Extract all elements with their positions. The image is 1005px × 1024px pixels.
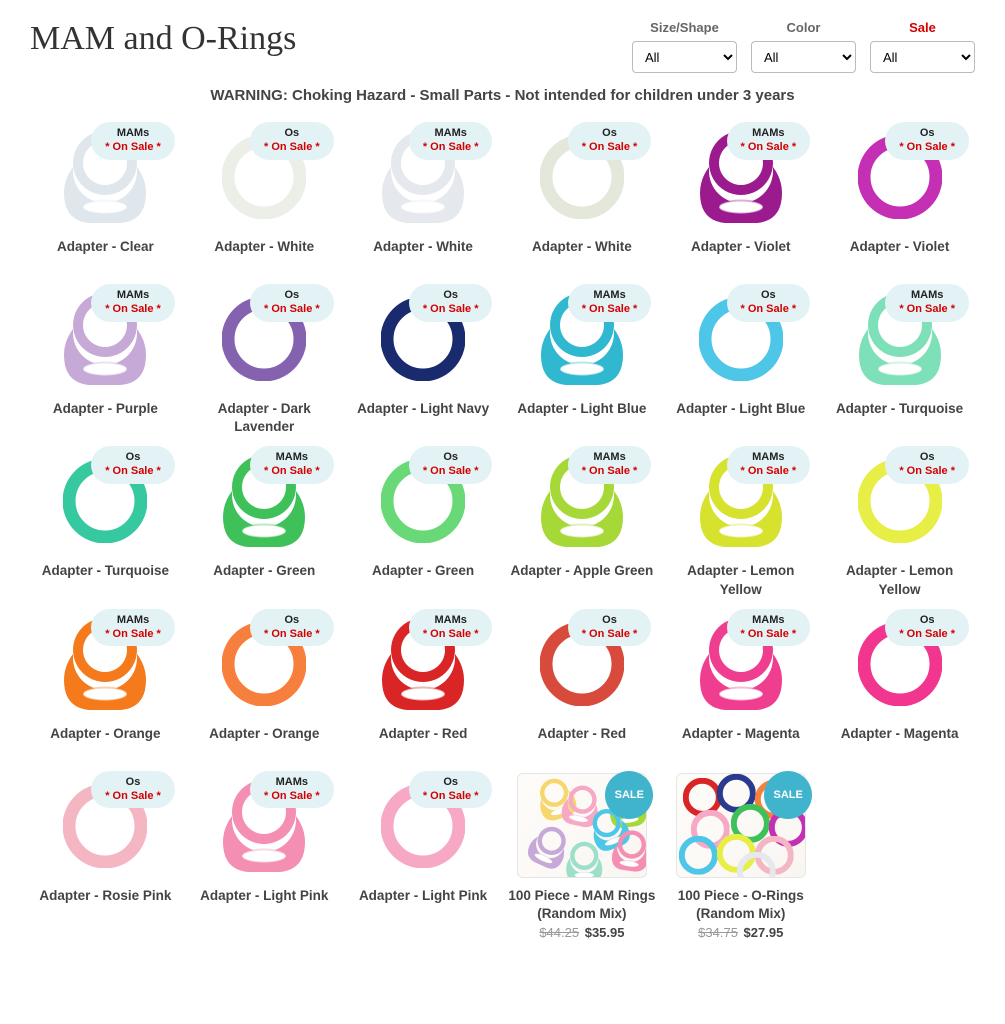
filter-select-color[interactable]: All bbox=[751, 41, 856, 73]
product-card[interactable]: Os* On Sale * Adapter - Violet bbox=[824, 120, 975, 274]
product-card[interactable]: MAMs* On Sale * Adapter - Clear bbox=[30, 120, 181, 274]
sale-badge: MAMs* On Sale * bbox=[250, 446, 334, 484]
warning-text: WARNING: Choking Hazard - Small Parts - … bbox=[30, 87, 975, 104]
product-name: Adapter - White bbox=[506, 238, 657, 274]
sale-badge: Os* On Sale * bbox=[409, 771, 493, 809]
product-card[interactable]: Os* On Sale * Adapter - Magenta bbox=[824, 607, 975, 761]
product-name: Adapter - Lemon Yellow bbox=[665, 562, 816, 598]
sale-badge: Os* On Sale * bbox=[885, 446, 969, 484]
product-price: $44.25 $35.95 bbox=[506, 925, 657, 940]
sale-badge: Os* On Sale * bbox=[568, 122, 652, 160]
product-name: Adapter - Red bbox=[506, 725, 657, 761]
sale-badge: MAMs* On Sale * bbox=[568, 284, 652, 322]
product-name: Adapter - Magenta bbox=[665, 725, 816, 761]
product-grid: MAMs* On Sale *Adapter - ClearOs* On Sal… bbox=[30, 120, 975, 940]
product-card[interactable]: MAMs* On Sale * Adapter - Orange bbox=[30, 607, 181, 761]
product-card[interactable]: Os* On Sale * Adapter - White bbox=[506, 120, 657, 274]
product-card[interactable]: Os* On Sale * Adapter - Light Blue bbox=[665, 282, 816, 436]
sale-badge: Os* On Sale * bbox=[250, 122, 334, 160]
product-name: Adapter - Light Blue bbox=[506, 400, 657, 436]
product-name: Adapter - Clear bbox=[30, 238, 181, 274]
product-name: Adapter - Magenta bbox=[824, 725, 975, 761]
sale-badge: Os* On Sale * bbox=[568, 609, 652, 647]
sale-badge: MAMs* On Sale * bbox=[409, 122, 493, 160]
product-card[interactable]: Os* On Sale * Adapter - Turquoise bbox=[30, 444, 181, 598]
filter-label-sale: Sale bbox=[909, 20, 936, 35]
product-name: Adapter - Light Pink bbox=[189, 887, 340, 923]
sale-badge: Os* On Sale * bbox=[885, 609, 969, 647]
product-card[interactable]: Os* On Sale * Adapter - Orange bbox=[189, 607, 340, 761]
product-card[interactable]: MAMs* On Sale * Adapter - White bbox=[348, 120, 499, 274]
product-card[interactable]: MAMs* On Sale * Adapter - Light Blue bbox=[506, 282, 657, 436]
product-name: Adapter - Green bbox=[348, 562, 499, 598]
filter-bar: Size/Shape All Color All Sale All bbox=[632, 20, 975, 73]
sale-badge: MAMs* On Sale * bbox=[91, 284, 175, 322]
sale-badge: MAMs* On Sale * bbox=[91, 609, 175, 647]
product-card[interactable]: MAMs* On Sale * Adapter - Purple bbox=[30, 282, 181, 436]
sale-badge: MAMs* On Sale * bbox=[409, 609, 493, 647]
product-name: Adapter - Orange bbox=[30, 725, 181, 761]
product-card[interactable]: Os* On Sale * Adapter - Lemon Yellow bbox=[824, 444, 975, 598]
product-name: Adapter - Rosie Pink bbox=[30, 887, 181, 923]
product-name: Adapter - Light Navy bbox=[348, 400, 499, 436]
product-name: Adapter - Orange bbox=[189, 725, 340, 761]
product-card[interactable]: MAMs* On Sale * Adapter - Apple Green bbox=[506, 444, 657, 598]
product-name: Adapter - Apple Green bbox=[506, 562, 657, 598]
sale-badge: Os* On Sale * bbox=[91, 446, 175, 484]
sale-round-badge: SALE bbox=[764, 771, 812, 819]
sale-badge: MAMs* On Sale * bbox=[727, 122, 811, 160]
filter-label-color: Color bbox=[787, 20, 821, 35]
product-card[interactable]: SALE 100 Piece - MAM Rings (Random Mix) $4… bbox=[506, 769, 657, 940]
product-card[interactable]: Os* On Sale * Adapter - Light Pink bbox=[348, 769, 499, 940]
product-card[interactable]: MAMs* On Sale * Adapter - Violet bbox=[665, 120, 816, 274]
sale-badge: MAMs* On Sale * bbox=[250, 771, 334, 809]
sale-badge: MAMs* On Sale * bbox=[91, 122, 175, 160]
product-name: Adapter - Red bbox=[348, 725, 499, 761]
product-name: 100 Piece - MAM Rings (Random Mix) bbox=[506, 887, 657, 923]
product-price: $34.75 $27.95 bbox=[665, 925, 816, 940]
product-name: Adapter - Purple bbox=[30, 400, 181, 436]
product-card[interactable]: MAMs* On Sale * Adapter - Red bbox=[348, 607, 499, 761]
product-card[interactable]: MAMs* On Sale * Adapter - Magenta bbox=[665, 607, 816, 761]
filter-select-sizeshape[interactable]: All bbox=[632, 41, 737, 73]
product-name: Adapter - White bbox=[348, 238, 499, 274]
product-name: Adapter - Violet bbox=[824, 238, 975, 274]
product-card[interactable]: MAMs* On Sale * Adapter - Light Pink bbox=[189, 769, 340, 940]
product-name: Adapter - Dark Lavender bbox=[189, 400, 340, 436]
product-card[interactable]: MAMs* On Sale * Adapter - Green bbox=[189, 444, 340, 598]
sale-badge: Os* On Sale * bbox=[91, 771, 175, 809]
sale-badge: Os* On Sale * bbox=[250, 284, 334, 322]
sale-badge: MAMs* On Sale * bbox=[568, 446, 652, 484]
product-card[interactable]: Os* On Sale * Adapter - White bbox=[189, 120, 340, 274]
filter-select-sale[interactable]: All bbox=[870, 41, 975, 73]
product-name: Adapter - Light Blue bbox=[665, 400, 816, 436]
product-card[interactable]: SALE 100 Piece - O-Rings (Random Mix) $34.… bbox=[665, 769, 816, 940]
sale-badge: Os* On Sale * bbox=[250, 609, 334, 647]
sale-badge: Os* On Sale * bbox=[727, 284, 811, 322]
product-name: Adapter - Turquoise bbox=[824, 400, 975, 436]
sale-badge: Os* On Sale * bbox=[409, 284, 493, 322]
product-name: Adapter - White bbox=[189, 238, 340, 274]
product-name: 100 Piece - O-Rings (Random Mix) bbox=[665, 887, 816, 923]
product-card[interactable]: Os* On Sale * Adapter - Rosie Pink bbox=[30, 769, 181, 940]
product-card[interactable]: MAMs* On Sale * Adapter - Lemon Yellow bbox=[665, 444, 816, 598]
sale-badge: Os* On Sale * bbox=[409, 446, 493, 484]
product-card[interactable]: Os* On Sale * Adapter - Red bbox=[506, 607, 657, 761]
product-name: Adapter - Turquoise bbox=[30, 562, 181, 598]
product-name: Adapter - Lemon Yellow bbox=[824, 562, 975, 598]
product-card[interactable]: Os* On Sale * Adapter - Green bbox=[348, 444, 499, 598]
product-card[interactable]: MAMs* On Sale * Adapter - Turquoise bbox=[824, 282, 975, 436]
filter-label-sizeshape: Size/Shape bbox=[650, 20, 719, 35]
sale-round-badge: SALE bbox=[605, 771, 653, 819]
product-name: Adapter - Green bbox=[189, 562, 340, 598]
sale-badge: MAMs* On Sale * bbox=[727, 609, 811, 647]
product-name: Adapter - Violet bbox=[665, 238, 816, 274]
sale-badge: MAMs* On Sale * bbox=[727, 446, 811, 484]
product-name: Adapter - Light Pink bbox=[348, 887, 499, 923]
page-title: MAM and O-Rings bbox=[30, 20, 296, 58]
sale-badge: Os* On Sale * bbox=[885, 122, 969, 160]
sale-badge: MAMs* On Sale * bbox=[885, 284, 969, 322]
product-card[interactable]: Os* On Sale * Adapter - Dark Lavender bbox=[189, 282, 340, 436]
product-card[interactable]: Os* On Sale * Adapter - Light Navy bbox=[348, 282, 499, 436]
